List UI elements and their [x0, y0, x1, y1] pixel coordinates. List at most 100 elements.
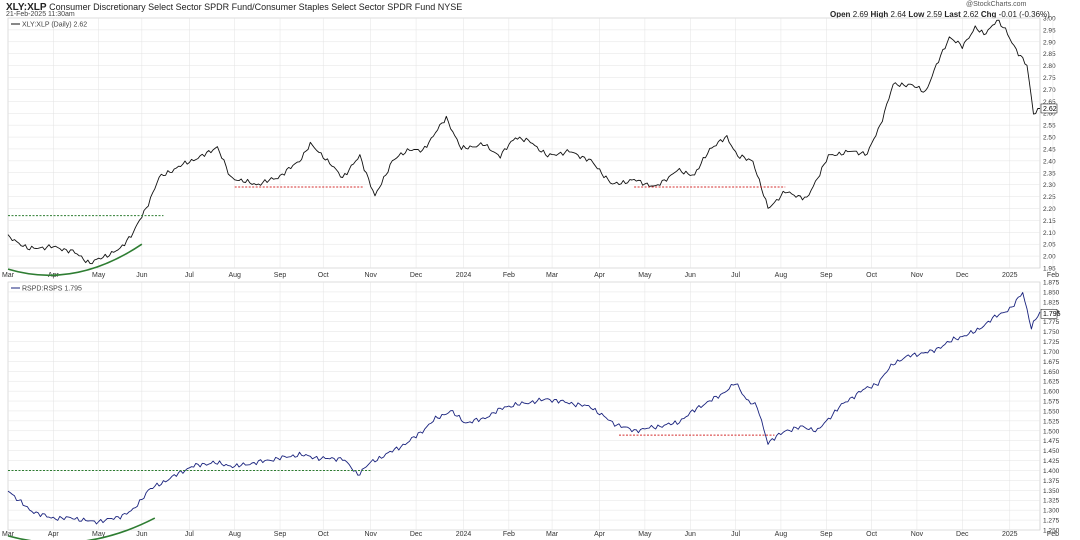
x-tick-label: Jul [731, 531, 740, 538]
y-tick-label: 2.55 [1043, 123, 1056, 130]
x-tick-label: Aug [775, 272, 788, 279]
y-tick-label: 2.95 [1043, 27, 1056, 34]
y-tick-label: 2.65 [1043, 99, 1056, 106]
x-tick-label: Jul [731, 272, 740, 279]
last-value-box [1040, 103, 1058, 114]
y-tick-label: 2.85 [1043, 51, 1056, 58]
plot-frame [7, 17, 1041, 269]
y-tick-label: 1.775 [1043, 319, 1060, 326]
y-tick-label: 1.250 [1043, 528, 1060, 535]
y-tick-label: 1.625 [1043, 379, 1060, 386]
high-value: 2.64 [890, 10, 907, 19]
open-value: 2.69 [852, 10, 869, 19]
y-tick-label: 1.275 [1043, 518, 1060, 525]
x-tick-label: Oct [318, 272, 329, 279]
y-tick-label: 1.325 [1043, 498, 1060, 505]
y-tick-label: 1.650 [1043, 369, 1060, 376]
x-tick-label: Apr [594, 272, 606, 279]
y-tick-label: 1.425 [1043, 458, 1060, 465]
y-tick-label: 1.300 [1043, 508, 1060, 515]
y-tick-label: 2.70 [1043, 87, 1056, 94]
chart-date: 21-Feb-2025 11:30am [6, 11, 75, 18]
x-tick-label: May [638, 272, 652, 279]
y-tick-label: 1.95 [1043, 266, 1056, 273]
x-tick-label: Dec [956, 531, 969, 538]
x-tick-label: May [92, 272, 106, 279]
y-tick-label: 1.725 [1043, 339, 1060, 346]
y-tick-label: 1.825 [1043, 299, 1060, 306]
y-tick-label: 1.750 [1043, 329, 1060, 336]
x-tick-label: Feb [503, 531, 515, 538]
x-tick-label: Mar [546, 531, 559, 538]
y-tick-label: 2.35 [1043, 170, 1056, 177]
x-tick-label: Dec [410, 272, 423, 279]
y-tick-label: 1.400 [1043, 468, 1060, 475]
x-tick-label: Oct [866, 531, 877, 538]
x-tick-label: Sep [274, 272, 287, 279]
symbol: XLY:XLP [6, 2, 47, 13]
y-tick-label: 1.700 [1043, 349, 1060, 356]
x-tick-label: 2024 [456, 272, 472, 279]
y-tick-label: 1.550 [1043, 408, 1060, 415]
y-tick-label: 1.850 [1043, 289, 1060, 296]
y-tick-label: 1.375 [1043, 478, 1060, 485]
y-tick-label: 2.30 [1043, 182, 1056, 189]
last-value-label: 1.795 [1043, 311, 1061, 318]
rspd-rsps-series-line [7, 292, 1041, 525]
y-tick-label: 2.15 [1043, 218, 1056, 225]
x-tick-label: 2025 [1002, 272, 1018, 279]
y-tick-label: 2.60 [1043, 111, 1056, 118]
x-tick-label: Feb [1047, 531, 1059, 538]
x-tick-label: Mar [2, 272, 15, 279]
low-value: 2.59 [926, 10, 943, 19]
y-tick-label: 2.25 [1043, 194, 1056, 201]
x-tick-label: Jun [685, 531, 696, 538]
stockcharts-logo: @StockCharts.com [966, 1, 1027, 8]
low-label: Low [908, 10, 925, 19]
x-tick-label: Jul [185, 272, 194, 279]
x-tick-label: Apr [594, 531, 606, 538]
y-tick-label: 1.875 [1043, 280, 1060, 287]
chg-value: -0.01 (-0.36%) [998, 10, 1050, 19]
plot-frame [7, 281, 1041, 531]
y-tick-label: 1.575 [1043, 399, 1060, 406]
last-label: Last [944, 10, 961, 19]
x-tick-label: Nov [911, 531, 924, 538]
x-tick-label: May [638, 531, 652, 538]
x-tick-label: Nov [364, 272, 377, 279]
x-tick-label: Dec [956, 272, 969, 279]
x-tick-label: Jul [185, 531, 194, 538]
y-tick-label: 1.525 [1043, 418, 1060, 425]
high-label: High [870, 10, 889, 19]
x-tick-label: 2025 [1002, 531, 1018, 538]
y-tick-label: 1.600 [1043, 389, 1060, 396]
y-tick-label: 2.90 [1043, 39, 1056, 46]
x-tick-label: Oct [866, 272, 877, 279]
x-tick-label: Feb [503, 272, 515, 279]
x-tick-label: Oct [318, 531, 329, 538]
x-tick-label: Apr [48, 531, 60, 538]
x-tick-label: Jun [136, 272, 147, 279]
y-tick-label: 2.20 [1043, 206, 1056, 213]
x-tick-label: Nov [911, 272, 924, 279]
x-tick-label: Nov [364, 531, 377, 538]
x-tick-label: Sep [820, 531, 833, 538]
x-tick-label: Sep [820, 272, 833, 279]
base-arc [7, 243, 143, 277]
y-tick-label: 2.00 [1043, 254, 1056, 261]
x-tick-label: Jun [685, 272, 696, 279]
last-value: 2.62 [963, 10, 979, 19]
y-tick-label: 1.350 [1043, 488, 1060, 495]
symbol-description: Consumer Discretionary Select Sector SPD… [49, 2, 463, 12]
y-tick-label: 2.40 [1043, 158, 1056, 165]
x-tick-label: Sep [274, 531, 287, 538]
legend-label: RSPD:RSPS 1.795 [22, 286, 82, 293]
y-tick-label: 1.475 [1043, 438, 1060, 445]
y-tick-label: 2.80 [1043, 63, 1056, 70]
x-tick-label: Aug [228, 272, 241, 279]
xly-xlp-series-line [7, 19, 1041, 265]
y-tick-label: 2.75 [1043, 75, 1056, 82]
x-tick-label: Mar [2, 531, 15, 538]
last-value-box [1040, 308, 1058, 319]
